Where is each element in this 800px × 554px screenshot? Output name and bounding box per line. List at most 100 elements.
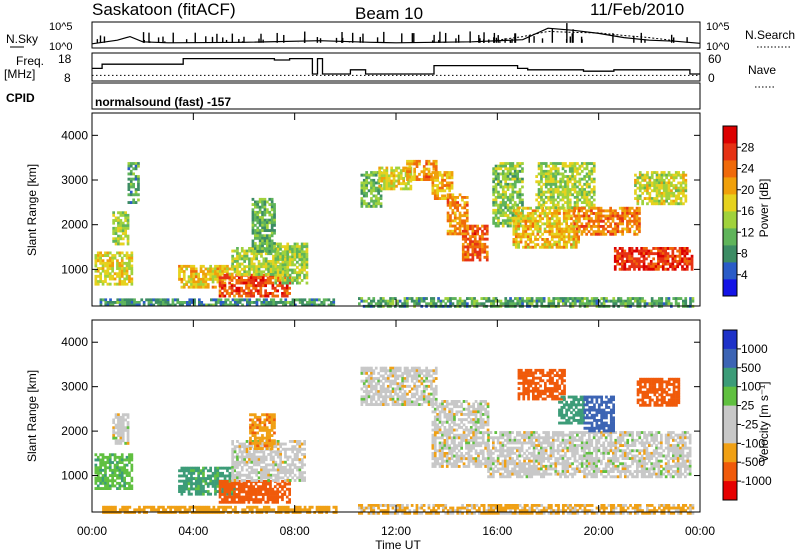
power-cell [251, 229, 255, 232]
velocity-cell [194, 487, 198, 491]
power-cell [677, 197, 680, 200]
power-cell [658, 173, 661, 177]
velocity-cell [293, 455, 297, 459]
power-cell [372, 297, 376, 300]
power-cell [415, 175, 419, 179]
power-cell [443, 171, 447, 174]
power-cell [305, 253, 309, 256]
power-cell [684, 299, 688, 303]
power-cell [456, 209, 459, 212]
power-cell [657, 260, 660, 263]
power-cell [256, 218, 260, 222]
power-cell [266, 281, 270, 285]
power-cell [111, 301, 115, 304]
power-cell [657, 249, 660, 253]
power-cell [121, 303, 124, 307]
velocity-cell [279, 468, 282, 472]
power-cell [258, 234, 262, 238]
velocity-cell [267, 471, 270, 475]
power-cell [623, 265, 627, 269]
power-cell [415, 165, 419, 168]
power-cell [379, 302, 383, 306]
power-cell [594, 225, 598, 228]
power-cell [204, 285, 208, 289]
velocity-cell [101, 458, 105, 462]
power-cell [550, 238, 554, 241]
power-cell [526, 232, 530, 236]
power-cell [592, 169, 596, 173]
velocity-cell [269, 495, 272, 499]
velocity-cell [276, 471, 280, 475]
power-cell [690, 260, 694, 263]
power-cell [266, 249, 269, 253]
velocity-cell [218, 493, 222, 496]
velocity-cell [117, 426, 120, 430]
power-cell [194, 285, 198, 289]
velocity-cell [274, 468, 278, 472]
power-cell [432, 162, 436, 166]
power-cell [284, 245, 287, 249]
power-cell [306, 301, 309, 304]
velocity-cell [261, 447, 264, 450]
power-cell [625, 257, 629, 261]
power-cell [274, 257, 278, 261]
power-cell [516, 162, 519, 165]
power-cell [228, 272, 232, 276]
velocity-cell [291, 476, 294, 480]
power-cell [514, 219, 518, 223]
power-cell [439, 302, 443, 306]
power-cell [377, 199, 380, 203]
power-cell [464, 240, 467, 244]
power-cell [378, 184, 381, 188]
power-cell [524, 232, 528, 236]
power-cell [126, 234, 130, 238]
velocity-cell [194, 479, 198, 483]
power-cell [521, 177, 524, 181]
power-cell [236, 273, 239, 276]
power-cell [626, 302, 630, 306]
power-cell [571, 177, 574, 181]
power-cell [681, 252, 684, 256]
power-cell [492, 219, 495, 223]
power-cell [286, 245, 290, 249]
power-cell [669, 265, 672, 269]
power-cell [111, 261, 114, 265]
power-cell [521, 299, 524, 303]
power-cell [607, 299, 611, 303]
power-cell [670, 176, 673, 180]
power-cell [461, 302, 464, 306]
power-cell [665, 302, 668, 306]
power-cell [478, 248, 482, 251]
power-cell [555, 235, 559, 239]
power-cell [554, 164, 558, 168]
power-cell [564, 182, 567, 186]
velocity-cell [284, 479, 287, 482]
power-cell [577, 212, 580, 215]
power-cell [592, 230, 596, 234]
velocity-cell [293, 458, 297, 462]
power-cell [634, 297, 637, 300]
velocity-cell [269, 453, 273, 456]
power-cell [254, 279, 258, 282]
power-cell [261, 203, 264, 206]
nsky-right-tick-top: 10^5 [706, 21, 730, 33]
power-cell [660, 173, 664, 177]
power-cell [453, 211, 457, 215]
power-cell [544, 190, 548, 194]
power-cell [306, 303, 309, 307]
power-cell [231, 260, 234, 263]
power-cell [485, 250, 489, 254]
power-cell [622, 302, 625, 306]
power-cell [374, 171, 378, 174]
power-cell [253, 301, 256, 304]
velocity-cell [94, 453, 98, 457]
power-cell [123, 254, 126, 257]
power-cell [272, 260, 275, 263]
power-cell [255, 267, 258, 271]
power-cell [255, 254, 258, 258]
velocity-cell [236, 479, 239, 482]
velocity-cell [190, 477, 193, 480]
power-cell [538, 230, 542, 234]
power-cell [626, 214, 629, 218]
velocity-cell [258, 418, 262, 422]
